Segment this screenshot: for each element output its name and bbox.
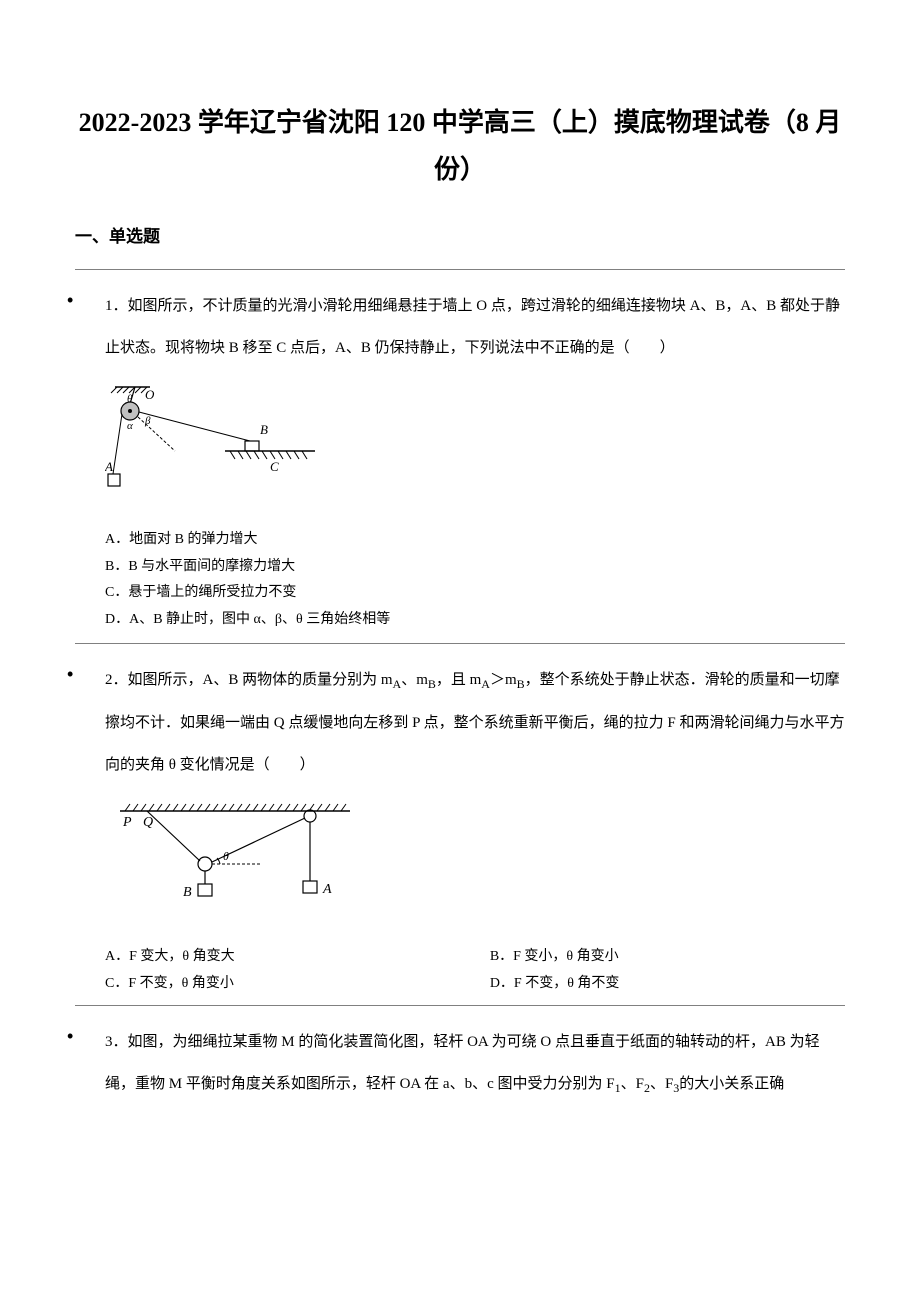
option-d: D．A、B 静止时，图中 α、β、θ 三角始终相等: [105, 607, 845, 634]
section-heading: 一、单选题: [75, 224, 845, 250]
question-2-figure: P Q θ B A: [105, 796, 845, 924]
sub-B2: B: [517, 677, 525, 691]
question-1: 1．如图所示，不计质量的光滑小滑轮用细绳悬挂于墙上 O 点，跨过滑轮的细绳连接物…: [75, 285, 845, 644]
question-2-options: A．F 变大，θ 角变大 C．F 不变，θ 角变小 B．F 变小，θ 角变小 D…: [105, 944, 845, 997]
question-1-stem: 1．如图所示，不计质量的光滑小滑轮用细绳悬挂于墙上 O 点，跨过滑轮的细绳连接物…: [105, 285, 845, 369]
document-title: 2022-2023 学年辽宁省沈阳 120 中学高三（上）摸底物理试卷（8 月份…: [75, 100, 845, 194]
label-B: B: [183, 885, 192, 900]
label-A: A: [105, 459, 113, 474]
label-Q: Q: [143, 815, 153, 830]
stem-p4: 的大小关系正确: [679, 1076, 784, 1092]
question-1-options: A．地面对 B 的弹力增大 B．B 与水平面间的摩擦力增大 C．悬于墙上的绳所受…: [105, 527, 845, 633]
option-a: A．F 变大，θ 角变大: [105, 944, 460, 971]
question-2-stem: 2．如图所示，A、B 两物体的质量分别为 mA、mB，且 mA＞mB，整个系统处…: [105, 659, 845, 786]
label-alpha: α: [127, 420, 133, 432]
option-c: C．F 不变，θ 角变小: [105, 971, 460, 998]
label-B: B: [260, 422, 268, 437]
separator: [75, 643, 845, 644]
question-3-stem: 3．如图，为细绳拉某重物 M 的简化装置简化图，轻杆 OA 为可绕 O 点且垂直…: [105, 1021, 845, 1106]
question-3: 3．如图，为细绳拉某重物 M 的简化装置简化图，轻杆 OA 为可绕 O 点且垂直…: [75, 1021, 845, 1106]
sub-A1: A: [393, 677, 402, 691]
question-number: 3: [105, 1034, 113, 1050]
stem-p2: 、m: [401, 672, 428, 688]
label-theta: θ: [223, 849, 229, 863]
label-C: C: [270, 459, 279, 474]
label-A: A: [322, 882, 332, 897]
label-P: P: [122, 815, 132, 830]
separator: [75, 269, 845, 270]
option-b: B．B 与水平面间的摩擦力增大: [105, 554, 845, 581]
option-b: B．F 变小，θ 角变小: [490, 944, 845, 971]
question-number: 1: [105, 298, 113, 314]
option-d: D．F 不变，θ 角不变: [490, 971, 845, 998]
option-c: C．悬于墙上的绳所受拉力不变: [105, 580, 845, 607]
label-O: O: [145, 387, 155, 402]
stem-p2: 、F: [621, 1076, 644, 1092]
separator: [75, 1005, 845, 1006]
question-number: 2: [105, 672, 113, 688]
stem-p3: ，且 m: [436, 672, 481, 688]
question-1-figure: O θ α β A B C: [105, 379, 845, 507]
sub-A2: A: [481, 677, 490, 691]
stem-p3: 、F: [650, 1076, 673, 1092]
stem-p1: ．如图所示，A、B 两物体的质量分别为 m: [113, 672, 393, 688]
question-2: 2．如图所示，A、B 两物体的质量分别为 mA、mB，且 mA＞mB，整个系统处…: [75, 659, 845, 1006]
option-a: A．地面对 B 的弹力增大: [105, 527, 845, 554]
stem-p4: ＞m: [490, 672, 517, 688]
sub-B1: B: [428, 677, 436, 691]
stem-text: ．如图所示，不计质量的光滑小滑轮用细绳悬挂于墙上 O 点，跨过滑轮的细绳连接物块…: [105, 298, 840, 356]
